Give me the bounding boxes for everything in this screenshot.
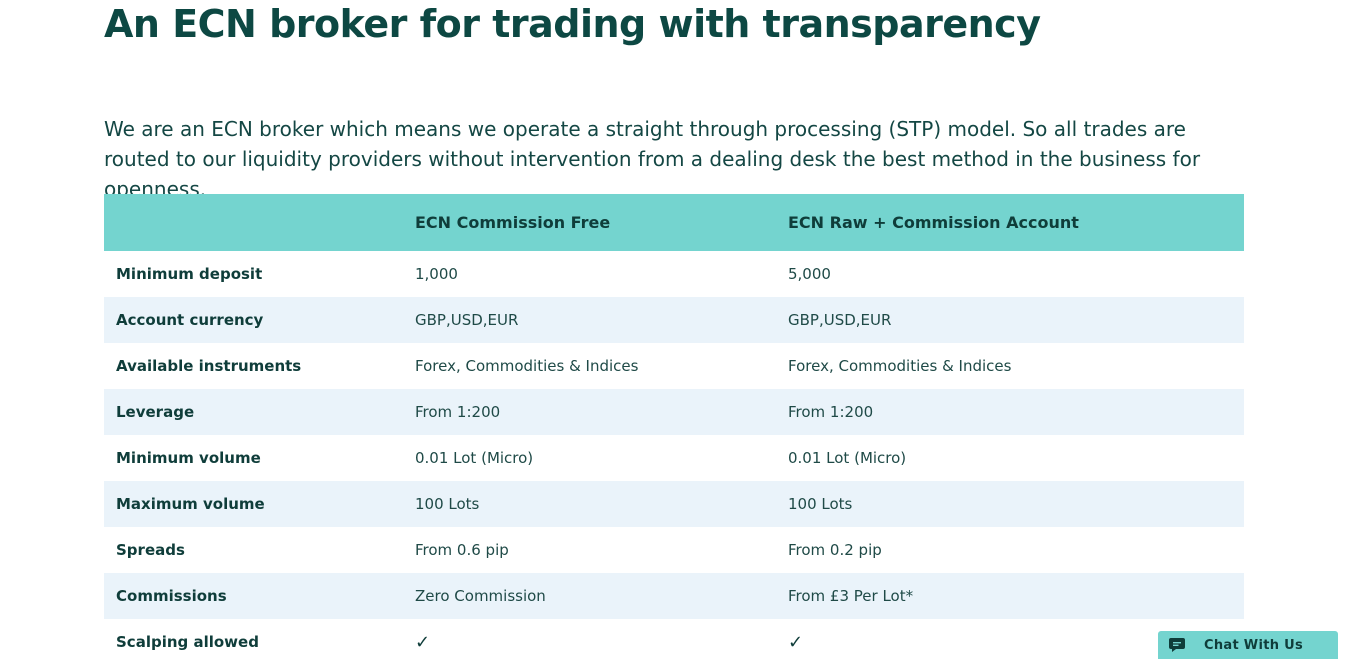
row-label: Spreads — [116, 541, 185, 559]
cell-raw-commission: Forex, Commodities & Indices — [788, 357, 1012, 375]
cell-raw-commission: From 0.2 pip — [788, 541, 882, 559]
row-label: Commissions — [116, 587, 227, 605]
row-label: Maximum volume — [116, 495, 265, 513]
cell-commission-free: GBP,USD,EUR — [415, 311, 519, 329]
row-label: Available instruments — [116, 357, 302, 375]
cell-commission-free: Forex, Commodities & Indices — [415, 357, 639, 375]
table-header-row: ECN Commission Free ECN Raw + Commission… — [104, 194, 1244, 251]
table-row: Minimum volume 0.01 Lot (Micro) 0.01 Lot… — [104, 435, 1244, 481]
chat-bubble-icon — [1168, 636, 1186, 654]
cell-raw-commission: From 1:200 — [788, 403, 874, 421]
cell-raw-commission: GBP,USD,EUR — [788, 311, 892, 329]
cell-commission-free: 0.01 Lot (Micro) — [415, 449, 534, 467]
cell-raw-commission: 0.01 Lot (Micro) — [788, 449, 907, 467]
row-label: Account currency — [116, 311, 264, 329]
intro-paragraph: We are an ECN broker which means we oper… — [104, 117, 1201, 201]
cell-raw-commission: From £3 Per Lot* — [788, 587, 914, 605]
row-label: Minimum volume — [116, 449, 261, 467]
table-row: Commissions Zero Commission From £3 Per … — [104, 573, 1244, 619]
cell-commission-free: 100 Lots — [415, 495, 480, 513]
row-label: Leverage — [116, 403, 195, 421]
checkmark-icon: ✓ — [788, 631, 804, 653]
cell-raw-commission: 5,000 — [788, 265, 831, 283]
table-row: Maximum volume 100 Lots 100 Lots — [104, 481, 1244, 527]
cell-commission-free: From 0.6 pip — [415, 541, 509, 559]
header-empty — [104, 194, 415, 251]
table-row: Account currency GBP,USD,EUR GBP,USD,EUR — [104, 297, 1244, 343]
header-ecn-commission-free: ECN Commission Free — [415, 213, 611, 232]
table-row: Available instruments Forex, Commodities… — [104, 343, 1244, 389]
cell-commission-free: 1,000 — [415, 265, 458, 283]
cell-commission-free: Zero Commission — [415, 587, 546, 605]
account-comparison-table: ECN Commission Free ECN Raw + Commission… — [104, 194, 1244, 659]
table-row: Leverage From 1:200 From 1:200 — [104, 389, 1244, 435]
row-label: Minimum deposit — [116, 265, 263, 283]
chat-with-us-button[interactable]: Chat With Us — [1158, 631, 1338, 659]
cell-raw-commission: 100 Lots — [788, 495, 853, 513]
table-row: Spreads From 0.6 pip From 0.2 pip — [104, 527, 1244, 573]
checkmark-icon: ✓ — [415, 631, 431, 653]
chat-label: Chat With Us — [1204, 637, 1303, 653]
page-title: An ECN broker for trading with transpare… — [104, 2, 1041, 46]
row-label: Scalping allowed — [116, 633, 259, 651]
header-ecn-raw-commission: ECN Raw + Commission Account — [788, 213, 1079, 232]
table-row: Scalping allowed ✓ ✓ — [104, 619, 1244, 659]
table-row: Minimum deposit 1,000 5,000 — [104, 251, 1244, 297]
cell-commission-free: From 1:200 — [415, 403, 501, 421]
